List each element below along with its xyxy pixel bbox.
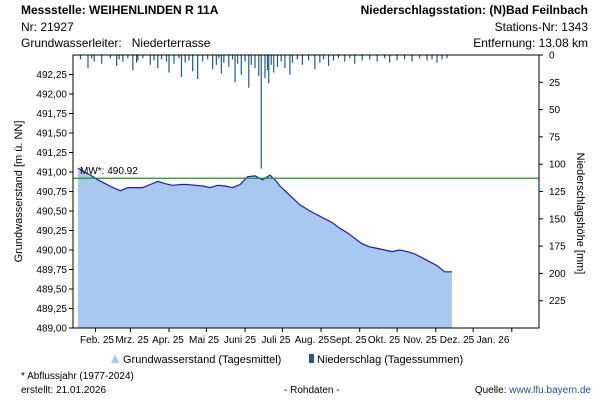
- y2-tick-label: 225: [549, 296, 566, 307]
- x-tick-label: Mrz. 25: [115, 335, 149, 346]
- y2-tick-label: 150: [549, 214, 566, 225]
- x-tick-label: Dez. 25: [440, 335, 475, 346]
- legend-groundwater: Grundwasserstand (Tagesmittel): [123, 354, 281, 366]
- source-link[interactable]: www.lfu.bayern.de: [509, 385, 591, 396]
- y2-tick-label: 100: [549, 160, 566, 171]
- station-title: Messstelle: WEIHENLINDEN R 11A: [21, 4, 218, 16]
- y-tick-label: 490,00: [36, 246, 67, 257]
- precip-distance: Entfernung: 13.08 km: [473, 36, 588, 50]
- x-tick-label: Feb. 25: [80, 335, 114, 346]
- footnote: * Abflussjahr (1977-2024): [21, 371, 134, 382]
- x-tick-label: Juni 25: [224, 335, 257, 346]
- y-tick-label: 491,25: [36, 148, 67, 159]
- x-tick-label: Mai 25: [189, 335, 219, 346]
- y-tick-label: 491,50: [36, 129, 67, 140]
- legend-area-swatch: [111, 354, 119, 363]
- source-label: Quelle:: [474, 385, 507, 396]
- rawdata-note: - Rohdaten -: [284, 385, 340, 396]
- y2-tick-label: 25: [549, 78, 561, 89]
- y-axis-title: Grundwasserstand [m ü. NN]: [13, 121, 25, 263]
- y-tick-label: 490,50: [36, 207, 67, 218]
- y-tick-label: 489,00: [36, 324, 67, 335]
- x-tick-label: Okt. 25: [368, 335, 401, 346]
- y-tick-label: 491,00: [36, 168, 67, 179]
- groundwater-area: [78, 168, 452, 328]
- legend-precip: Niederschlag (Tagessummen): [317, 354, 463, 366]
- station-name: WEIHENLINDEN R 11A: [89, 3, 219, 17]
- x-tick-label: Sept. 25: [329, 335, 367, 346]
- y2-tick-label: 200: [549, 269, 566, 280]
- aquifer-label: Grundwasserleiter:: [21, 36, 122, 50]
- aquifer-value: Niederterrasse: [131, 36, 211, 50]
- source: Quelle: www.lfu.bayern.de: [475, 386, 591, 396]
- y-tick-label: 492,00: [36, 90, 67, 101]
- y2-tick-label: 50: [549, 105, 561, 116]
- y2-tick-label: 125: [549, 187, 566, 198]
- y-tick-label: 489,50: [36, 285, 67, 296]
- x-tick-label: Juli 25: [262, 335, 291, 346]
- x-tick-label: Apr. 25: [152, 335, 184, 346]
- y-tick-label: 490,25: [36, 226, 67, 237]
- y-tick-label: 489,75: [36, 265, 67, 276]
- x-tick-label: Jan. 26: [477, 335, 510, 346]
- groundwater-line: [77, 167, 452, 273]
- y-tick-label: 490,75: [36, 187, 67, 198]
- y2-tick-label: 175: [549, 242, 566, 253]
- station-number: Nr: 21927: [21, 20, 74, 34]
- station-prefix: Messstelle:: [21, 3, 86, 17]
- precip-station: Niederschlagsstation: (N)Bad Feilnbach: [360, 3, 588, 17]
- y-tick-label: 491,75: [36, 109, 67, 120]
- legend-precip-swatch: [309, 354, 314, 363]
- created-date: erstellt: 21.01.2026: [21, 385, 107, 396]
- y-tick-label: 489,25: [36, 304, 67, 315]
- aquifer: Grundwasserleiter: Niederterrasse: [21, 37, 210, 49]
- y2-tick-label: 0: [549, 51, 555, 62]
- x-tick-label: Aug. 25: [295, 335, 330, 346]
- precip-station-number: Stations-Nr: 1343: [494, 20, 588, 34]
- y-tick-label: 492,25: [36, 70, 67, 81]
- y2-axis-title: Niederschlagshöhe [mm]: [574, 153, 586, 275]
- x-tick-label: Nov. 25: [403, 335, 437, 346]
- mean-label: MW*: 490.92: [80, 166, 138, 177]
- y2-tick-label: 75: [549, 132, 561, 143]
